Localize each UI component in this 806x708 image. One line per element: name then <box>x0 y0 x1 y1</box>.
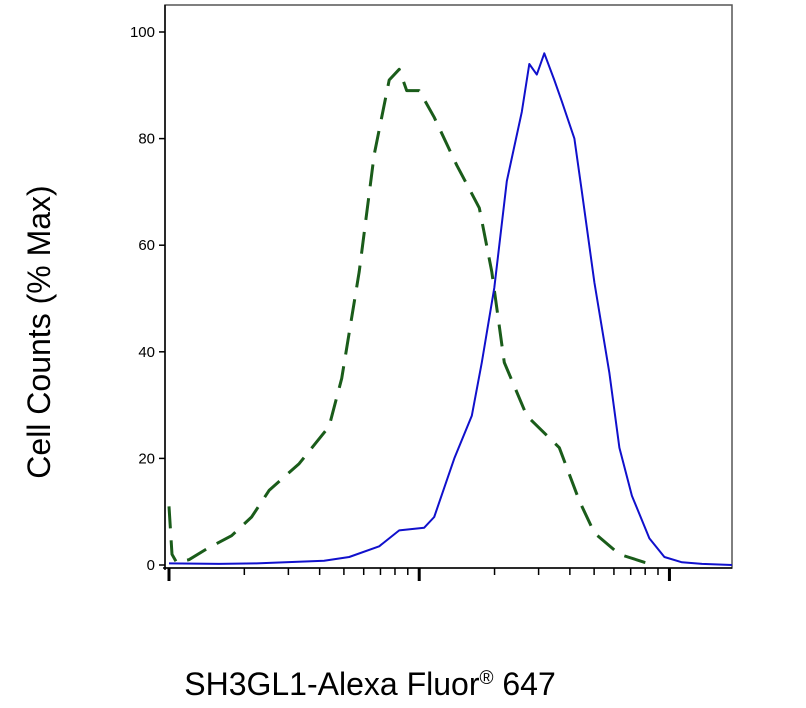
y-tick-label: 20 <box>138 450 155 467</box>
y-tick-label: 40 <box>138 344 155 361</box>
plot-frame <box>164 4 733 569</box>
y-tick-label: 80 <box>138 131 155 148</box>
series-layer <box>167 52 733 567</box>
y-axis-label: Cell Counts (% Max) <box>21 185 57 478</box>
y-tick-label: 60 <box>138 237 155 254</box>
x-axis-label-suffix: 647 <box>493 666 555 702</box>
x-axis-label: SH3GL1-Alexa Fluor® 647 <box>184 666 556 702</box>
x-axis-label-main: SH3GL1-Alexa Fluor <box>184 666 480 702</box>
x-axis-ticks <box>167 568 671 581</box>
x-axis-label-superscript: ® <box>479 668 493 689</box>
y-tick-label: 100 <box>130 24 155 41</box>
y-tick-label: 0 <box>147 557 155 574</box>
y-axis-ticks: 0 20 40 60 80 100 <box>130 24 165 574</box>
series-line-solid <box>168 52 733 566</box>
series-line-dashed <box>167 67 658 567</box>
